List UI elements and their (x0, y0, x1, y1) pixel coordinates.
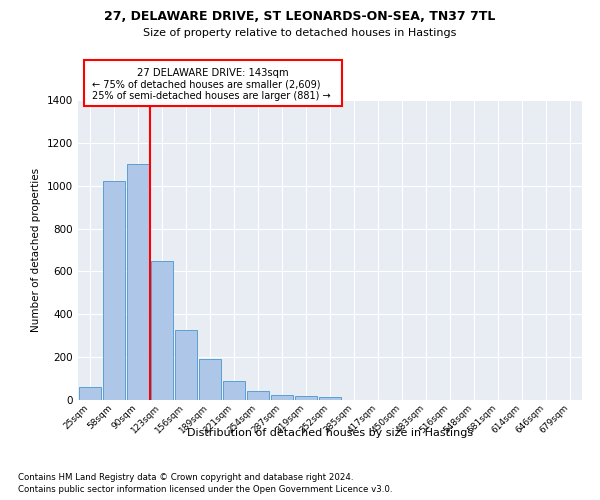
Bar (319, 397, 341, 400)
Text: 25% of semi-detached houses are larger (881) →: 25% of semi-detached houses are larger (… (92, 91, 331, 101)
Text: 27, DELAWARE DRIVE, ST LEONARDS-ON-SEA, TN37 7TL: 27, DELAWARE DRIVE, ST LEONARDS-ON-SEA, … (104, 10, 496, 23)
Bar (247, 392, 269, 400)
Text: ← 75% of detached houses are smaller (2,609): ← 75% of detached houses are smaller (2,… (92, 79, 320, 89)
Bar (295, 396, 317, 400)
Bar (175, 330, 197, 400)
Text: Contains HM Land Registry data © Crown copyright and database right 2024.: Contains HM Land Registry data © Crown c… (18, 472, 353, 482)
Bar (103, 182, 125, 400)
Bar (127, 164, 149, 400)
Y-axis label: Number of detached properties: Number of detached properties (31, 168, 41, 332)
Bar (151, 260, 173, 400)
Text: Size of property relative to detached houses in Hastings: Size of property relative to detached ho… (143, 28, 457, 38)
Bar (199, 360, 221, 400)
Bar (223, 380, 245, 400)
Text: 27 DELAWARE DRIVE: 143sqm: 27 DELAWARE DRIVE: 143sqm (137, 68, 289, 78)
Text: Contains public sector information licensed under the Open Government Licence v3: Contains public sector information licen… (18, 485, 392, 494)
Bar (271, 394, 293, 400)
Text: Distribution of detached houses by size in Hastings: Distribution of detached houses by size … (187, 428, 473, 438)
Bar (79, 387, 101, 400)
